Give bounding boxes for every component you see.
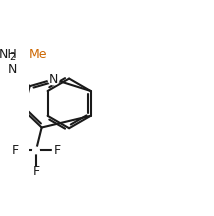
Text: N: N — [8, 63, 17, 76]
Circle shape — [33, 147, 39, 154]
Text: N: N — [49, 73, 58, 86]
Text: NH: NH — [0, 48, 17, 61]
Text: F: F — [54, 144, 61, 157]
Circle shape — [7, 64, 18, 75]
Text: Me: Me — [29, 48, 47, 61]
Circle shape — [10, 146, 19, 155]
Text: F: F — [11, 144, 18, 157]
Circle shape — [31, 167, 41, 176]
Text: F: F — [32, 165, 40, 178]
Text: 2: 2 — [9, 52, 15, 62]
Circle shape — [52, 146, 62, 155]
Circle shape — [48, 74, 59, 85]
